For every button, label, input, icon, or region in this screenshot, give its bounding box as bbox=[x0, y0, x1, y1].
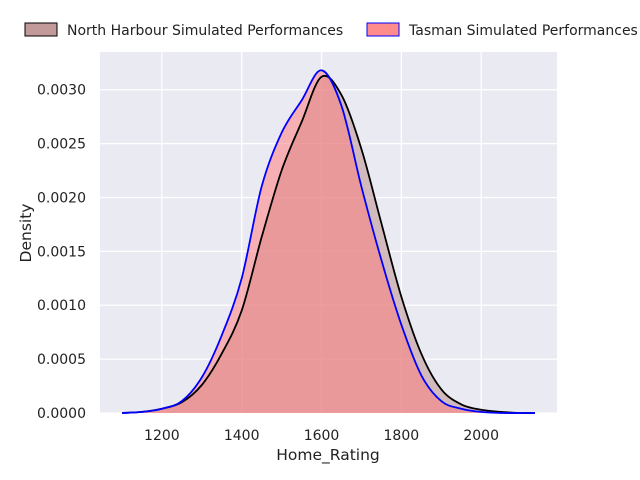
x-tick-label: 1600 bbox=[304, 428, 340, 444]
y-tick-label: 0.0025 bbox=[37, 137, 86, 153]
y-tick-label: 0.0015 bbox=[37, 244, 86, 260]
y-tick-label: 0.0000 bbox=[37, 406, 86, 422]
x-axis-ticks: 1200 1400 1600 1800 2000 bbox=[144, 428, 499, 444]
y-tick-label: 0.0020 bbox=[37, 190, 86, 206]
x-tick-label: 1800 bbox=[384, 428, 420, 444]
north-harbour-legend-label: North Harbour Simulated Performances bbox=[67, 23, 343, 39]
x-tick-label: 2000 bbox=[463, 428, 499, 444]
x-axis-label: Home_Rating bbox=[276, 446, 380, 465]
north-harbour-legend-item: North Harbour Simulated Performances bbox=[24, 22, 343, 39]
x-tick-label: 1400 bbox=[224, 428, 260, 444]
y-tick-label: 0.0010 bbox=[37, 298, 86, 314]
north-harbour-legend-swatch bbox=[24, 22, 58, 37]
x-tick-label: 1200 bbox=[144, 428, 180, 444]
tasman-legend-item: Tasman Simulated Performances bbox=[366, 22, 638, 39]
y-tick-label: 0.0005 bbox=[37, 352, 86, 368]
y-axis-label: Density bbox=[17, 204, 35, 263]
tasman-density-line bbox=[121, 69, 535, 414]
tasman-legend-swatch bbox=[366, 22, 400, 37]
tasman-legend-label: Tasman Simulated Performances bbox=[408, 23, 638, 39]
density-lines bbox=[121, 69, 536, 414]
legend: North Harbour Simulated Performances Tasm… bbox=[24, 22, 638, 39]
y-axis-ticks: 0.0000 0.0005 0.0010 0.0015 0.0020 0.0025 0.00… bbox=[37, 83, 86, 422]
y-tick-label: 0.0030 bbox=[37, 83, 86, 99]
